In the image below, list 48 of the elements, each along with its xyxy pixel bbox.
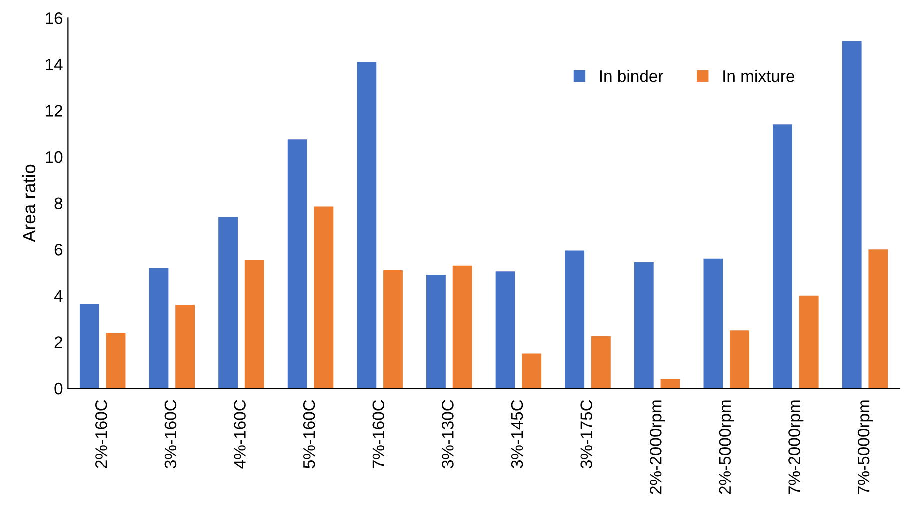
bar	[244, 260, 264, 388]
legend-label: In binder	[600, 70, 664, 82]
x-tick-label: 5%-160C	[303, 400, 316, 468]
x-tick-label: 3%-130C	[442, 400, 454, 468]
bar	[868, 250, 888, 388]
bar	[314, 206, 334, 388]
bar	[522, 354, 542, 388]
y-tick-label: 6	[54, 244, 63, 256]
y-tick-label: 10	[46, 151, 63, 164]
y-tick-label: 2	[54, 336, 62, 348]
bar	[634, 262, 654, 388]
bar	[730, 330, 750, 388]
y-tick-label: 14	[46, 59, 63, 70]
bar	[218, 217, 238, 388]
legend-label: In mixture	[724, 70, 794, 82]
y-axis-title: Area ratio	[22, 164, 36, 242]
x-tick-label: 7%-5000rpm	[858, 400, 874, 494]
bar	[496, 272, 516, 388]
bar	[384, 270, 403, 388]
x-tick-label: 3%-145C	[511, 400, 524, 468]
y-tick-label: 0	[54, 382, 63, 395]
x-tick-label: 3%-160C	[164, 400, 177, 468]
bar	[565, 250, 585, 388]
y-tick-label: 8	[54, 198, 63, 210]
y-tick-label: 4	[54, 290, 63, 302]
bar	[704, 258, 724, 388]
bar	[842, 41, 862, 388]
bar	[80, 304, 100, 388]
x-tick-label: 2%-5000rpm	[719, 400, 734, 494]
x-tick-label: 4%-160C	[234, 400, 246, 469]
bar	[149, 268, 169, 388]
bar	[799, 296, 819, 388]
bar	[591, 336, 611, 388]
y-tick-label: 16	[46, 12, 63, 24]
bar	[176, 305, 196, 388]
bar	[660, 379, 680, 388]
bar	[357, 62, 377, 388]
x-tick-label: 2%-2000rpm	[650, 400, 666, 494]
x-tick-label: 2%-160C	[96, 400, 108, 468]
bar	[452, 266, 472, 388]
bar	[288, 140, 308, 388]
bar	[106, 332, 126, 388]
bar	[426, 275, 446, 388]
bar	[773, 124, 792, 388]
x-tick-label: 7%-160C	[372, 400, 385, 468]
x-tick-label: 7%-2000rpm	[788, 400, 804, 494]
x-tick-label: 3%-175C	[580, 400, 592, 468]
y-tick-label: 12	[46, 105, 62, 117]
